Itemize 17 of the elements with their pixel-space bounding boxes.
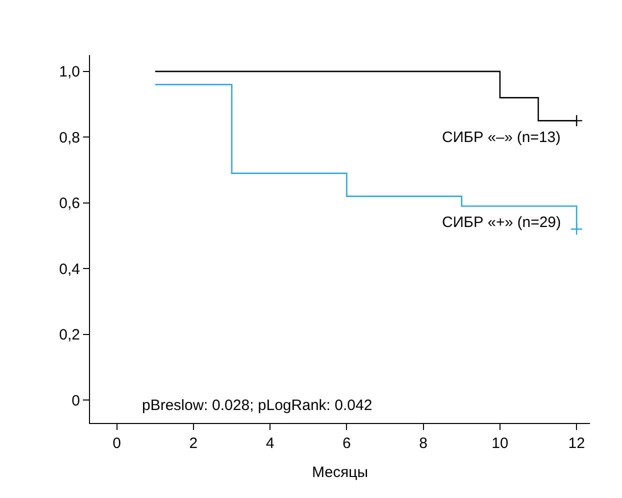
- y-tick-label: 0,8: [59, 129, 80, 146]
- series-label: СИБР «–» (n=13): [442, 129, 561, 146]
- x-tick-label: 8: [419, 435, 428, 452]
- y-tick-label: 0,2: [59, 326, 80, 344]
- x-tick-label: 0: [112, 435, 121, 452]
- x-tick-label: 12: [568, 435, 585, 452]
- x-tick-label: 10: [492, 435, 508, 452]
- series-label: СИБР «+» (n=29): [442, 214, 562, 231]
- y-tick-label: 0,4: [59, 260, 80, 278]
- y-tick-label: 1,0: [59, 64, 80, 81]
- y-tick-label: 0,6: [59, 195, 80, 212]
- x-tick-label: 6: [342, 435, 351, 452]
- x-tick-label: 4: [266, 435, 274, 452]
- y-tick-label: 0: [72, 392, 80, 410]
- annotation: pBreslow: 0.028; pLogRank: 0.042: [142, 397, 372, 414]
- x-tick-label: 2: [189, 435, 198, 452]
- x-axis-title: Месяцы: [312, 464, 368, 481]
